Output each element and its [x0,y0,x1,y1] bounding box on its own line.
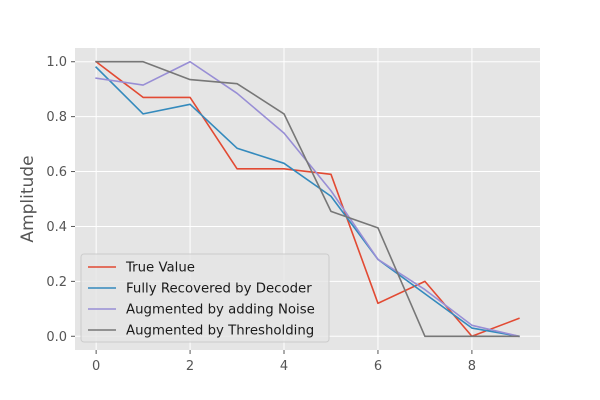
y-tick-label: 0.8 [46,110,67,125]
y-tick-label: 1.0 [46,55,67,70]
legend: True Value Fully Recovered by Decoder Augm… [80,253,330,343]
legend-label: True Value [125,261,195,276]
y-tick-label: 0.2 [46,275,67,290]
y-tick-label: 0.0 [46,330,67,345]
x-tick-label: 2 [186,359,194,374]
series-line [95,66,520,338]
y-tick-label: 0.4 [46,220,67,235]
y-axis-label: Amplitude [18,155,38,242]
legend-box [80,253,330,343]
grid-lines [75,48,540,350]
legend-label: Augmented by adding Noise [126,303,315,318]
series-line [95,60,520,338]
series-lines [95,60,520,338]
x-tick-label: 0 [92,359,100,374]
x-tick-label: 4 [280,359,288,374]
x-tick-label: 6 [374,359,382,374]
series-line [95,60,520,338]
y-tick-label: 0.6 [46,165,67,180]
legend-label: Fully Recovered by Decoder [126,282,312,297]
x-tick-label: 8 [468,359,476,374]
axis-ticks: 0 2 4 6 8 0.0 0.2 0.4 0.6 0.8 1.0 [46,55,476,374]
legend-label: Augmented by Thresholding [126,324,314,339]
